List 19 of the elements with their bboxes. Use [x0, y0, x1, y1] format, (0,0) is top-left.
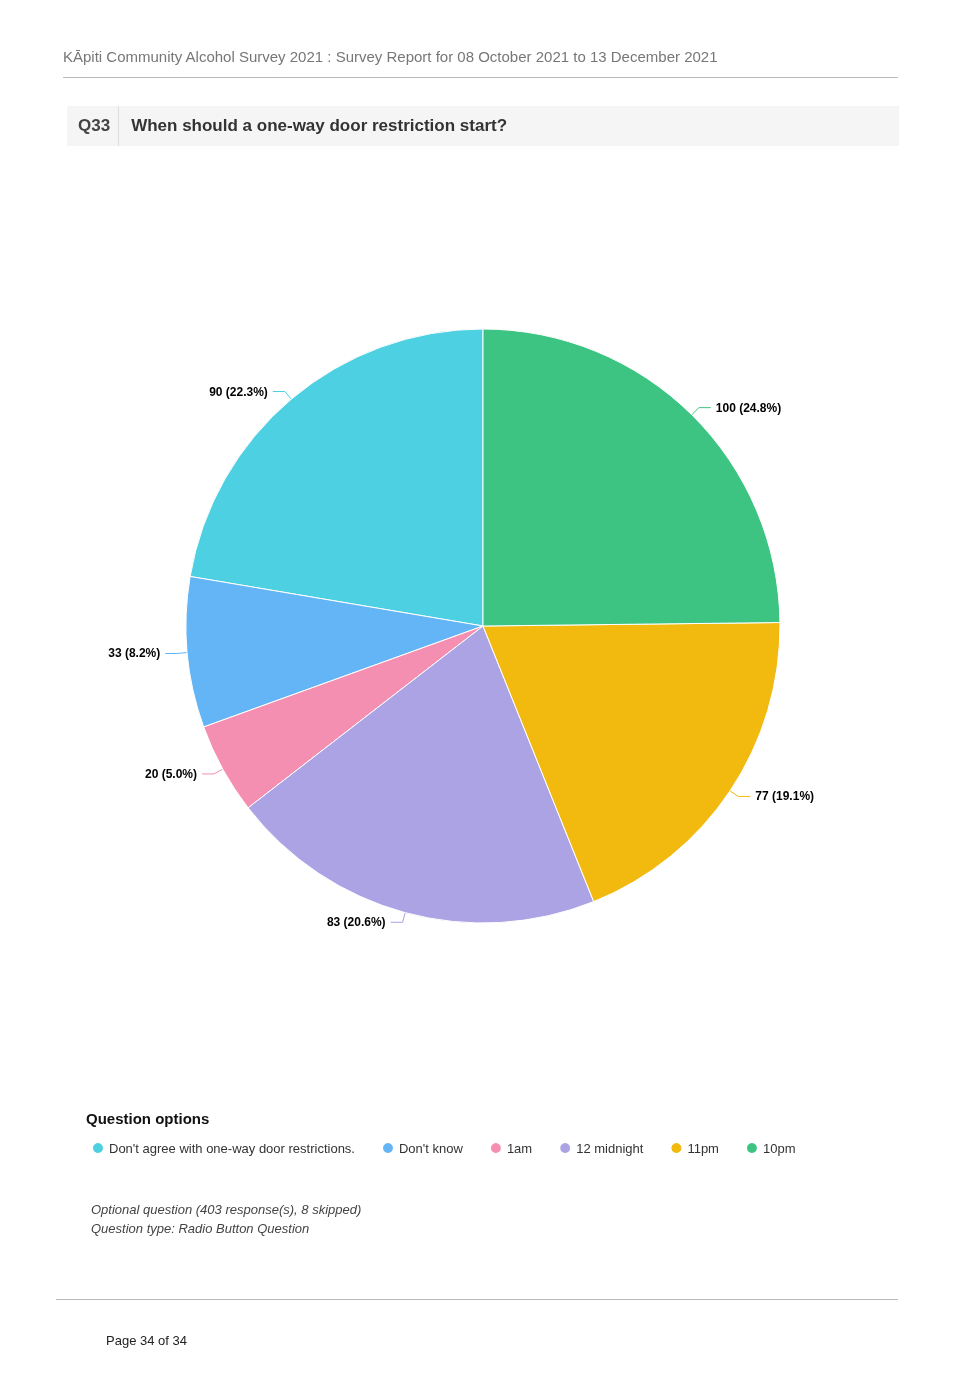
legend-title: Question options — [86, 1110, 210, 1127]
data-label: 33 (8.2%) — [108, 646, 161, 661]
legend-label: 1am — [506, 1140, 533, 1156]
text: Optional question (403 response(s), 8 skipped) — [91, 1201, 362, 1219]
data-label: 77 (19.1%) — [755, 789, 815, 804]
data-label: 83 (20.6%) — [326, 915, 386, 930]
text: KĀpiti Community Alcohol Survey 2021 : Survey Report for 08 October 2021 to 13 December 2021 — [63, 48, 898, 78]
chart-title: When should a one-way door restriction start? — [131, 116, 508, 136]
data-label: 100 (24.8%) — [715, 400, 782, 415]
legend-label: 11pm — [687, 1140, 719, 1156]
data-label: 90 (22.3%) — [209, 384, 268, 399]
text: Page 34 of 34 — [106, 1333, 187, 1348]
data-label: 20 (5.0%) — [144, 766, 197, 781]
legend-label: Don't agree with one-way door restrictions. — [109, 1140, 355, 1156]
text: Question type: Radio Button Question — [91, 1220, 311, 1238]
legend-label: Don't know — [398, 1140, 464, 1156]
text: Q33 — [67, 106, 120, 146]
legend-label: 10pm — [762, 1140, 796, 1156]
legend-label: 12 midnight — [576, 1140, 644, 1156]
